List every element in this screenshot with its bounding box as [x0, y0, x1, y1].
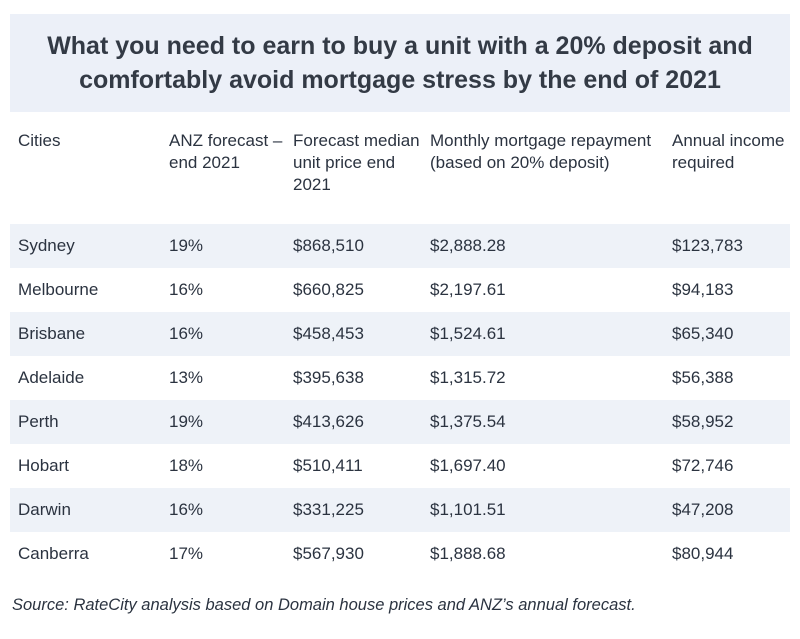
cell-median-price: $660,825 — [285, 268, 422, 312]
table-row: Melbourne 16% $660,825 $2,197.61 $94,183 — [10, 268, 790, 312]
header-median-price: Forecast median unit price end 2021 — [293, 131, 420, 194]
table-row: Canberra 17% $567,930 $1,888.68 $80,944 — [10, 532, 790, 576]
cell-forecast: 16% — [161, 268, 285, 312]
cell-median-price: $395,638 — [285, 356, 422, 400]
cell-city: Melbourne — [10, 268, 161, 312]
cell-monthly-repayment: $1,524.61 — [422, 312, 664, 356]
cell-monthly-repayment: $2,888.28 — [422, 224, 664, 268]
header-anz-forecast: ANZ forecast – end 2021 — [169, 131, 283, 172]
cell-median-price: $458,453 — [285, 312, 422, 356]
header-annual-income: Annual income required — [672, 131, 785, 172]
cell-city: Adelaide — [10, 356, 161, 400]
cell-annual-income: $56,388 — [664, 356, 790, 400]
page-title: What you need to earn to buy a unit with… — [47, 32, 753, 94]
table-header-row: Cities ANZ forecast – end 2021 Forecast … — [10, 128, 790, 224]
cell-annual-income: $72,746 — [664, 444, 790, 488]
header-monthly-repayment: Monthly mortgage repayment (based on 20%… — [430, 131, 652, 172]
cell-city: Perth — [10, 400, 161, 444]
table-row: Brisbane 16% $458,453 $1,524.61 $65,340 — [10, 312, 790, 356]
cell-monthly-repayment: $1,375.54 — [422, 400, 664, 444]
cell-annual-income: $123,783 — [664, 224, 790, 268]
table-row: Darwin 16% $331,225 $1,101.51 $47,208 — [10, 488, 790, 532]
cell-forecast: 17% — [161, 532, 285, 576]
cell-annual-income: $58,952 — [664, 400, 790, 444]
header-cities: Cities — [18, 131, 61, 150]
cell-forecast: 13% — [161, 356, 285, 400]
cell-city: Darwin — [10, 488, 161, 532]
infographic: What you need to earn to buy a unit with… — [0, 14, 800, 639]
cell-forecast: 19% — [161, 400, 285, 444]
cell-city: Brisbane — [10, 312, 161, 356]
cell-annual-income: $80,944 — [664, 532, 790, 576]
cell-monthly-repayment: $1,697.40 — [422, 444, 664, 488]
cell-median-price: $510,411 — [285, 444, 422, 488]
cell-city: Sydney — [10, 224, 161, 268]
cell-city: Canberra — [10, 532, 161, 576]
cell-monthly-repayment: $1,888.68 — [422, 532, 664, 576]
cell-median-price: $413,626 — [285, 400, 422, 444]
table-row: Adelaide 13% $395,638 $1,315.72 $56,388 — [10, 356, 790, 400]
cell-monthly-repayment: $1,101.51 — [422, 488, 664, 532]
cell-annual-income: $47,208 — [664, 488, 790, 532]
cell-annual-income: $65,340 — [664, 312, 790, 356]
cell-forecast: 16% — [161, 312, 285, 356]
cell-monthly-repayment: $2,197.61 — [422, 268, 664, 312]
cell-forecast: 18% — [161, 444, 285, 488]
table-row: Sydney 19% $868,510 $2,888.28 $123,783 — [10, 224, 790, 268]
cell-forecast: 16% — [161, 488, 285, 532]
table-row: Hobart 18% $510,411 $1,697.40 $72,746 — [10, 444, 790, 488]
cell-monthly-repayment: $1,315.72 — [422, 356, 664, 400]
source-note: Source: RateCity analysis based on Domai… — [12, 596, 636, 614]
cell-median-price: $331,225 — [285, 488, 422, 532]
cell-city: Hobart — [10, 444, 161, 488]
table-row: Perth 19% $413,626 $1,375.54 $58,952 — [10, 400, 790, 444]
cell-annual-income: $94,183 — [664, 268, 790, 312]
earnings-table: Cities ANZ forecast – end 2021 Forecast … — [10, 128, 790, 576]
cell-median-price: $868,510 — [285, 224, 422, 268]
cell-forecast: 19% — [161, 224, 285, 268]
title-banner: What you need to earn to buy a unit with… — [10, 14, 790, 112]
cell-median-price: $567,930 — [285, 532, 422, 576]
